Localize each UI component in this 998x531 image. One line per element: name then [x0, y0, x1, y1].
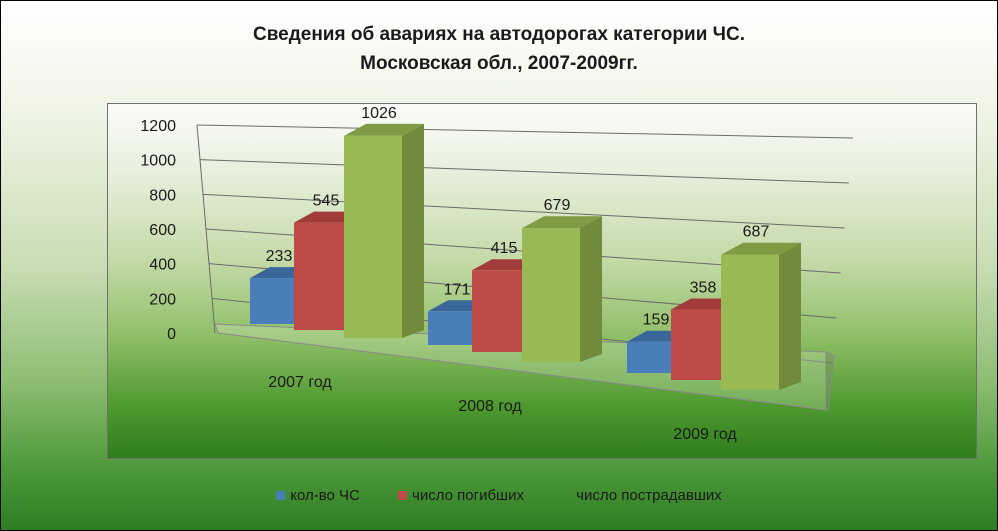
x-axis-ticks: 2007 год 2008 год 2009 год [268, 374, 737, 443]
legend-swatch [562, 491, 571, 500]
bar-1-2 [522, 216, 602, 362]
bar-front [428, 311, 474, 345]
bar-front [721, 254, 779, 390]
legend-swatch [276, 491, 286, 500]
gridline [202, 193, 845, 229]
chart-title: Сведения об авариях на автодорогах катег… [0, 20, 998, 78]
data-label: 171 [444, 281, 471, 298]
y-tick-label: 200 [149, 291, 176, 308]
data-label: 159 [643, 312, 670, 329]
legend-label: кол-во ЧС [290, 487, 360, 504]
y-tick-label: 600 [149, 222, 176, 239]
bar-top [344, 123, 424, 136]
legend-item-chislo-postradavshih: число пострадавших [562, 487, 722, 504]
chart-title-line-1: Сведения об авариях на автодорогах катег… [252, 24, 745, 45]
data-label: 545 [313, 193, 340, 210]
gridline [199, 159, 849, 184]
legend: кол-во ЧС число погибших число пострадав… [0, 487, 998, 504]
data-label: 1026 [361, 105, 397, 122]
x-tick-label: 2009 год [673, 426, 737, 443]
bar-top [721, 242, 801, 255]
bars [250, 123, 801, 390]
bar-front [344, 135, 402, 338]
y-tick-label: 800 [149, 187, 176, 204]
legend-item-chislo-pogibshih: число погибших [398, 487, 524, 504]
x-tick-label: 2007 год [268, 374, 332, 391]
data-label: 687 [743, 224, 770, 241]
bar-side [779, 242, 801, 390]
data-label: 358 [690, 279, 717, 296]
legend-label: число пострадавших [576, 487, 722, 504]
bar-0-2 [344, 123, 424, 339]
bar-front [671, 309, 723, 380]
legend-item-kol-vo-chs: кол-во ЧС [276, 487, 360, 504]
y-tick-label: 0 [167, 326, 176, 343]
data-label: 679 [544, 197, 571, 214]
bar-front [250, 278, 296, 324]
x-tick-label: 2008 год [458, 398, 522, 415]
y-tick-label: 1200 [140, 118, 176, 135]
bar-front [294, 222, 346, 330]
bar-front [522, 228, 580, 362]
data-labels: 233 545 1026 171 415 679 159 358 687 [266, 105, 770, 329]
bar-front [472, 270, 524, 352]
bar-front [627, 341, 673, 373]
y-tick-label: 400 [149, 257, 176, 274]
bar-2-2 [721, 242, 801, 390]
data-label: 233 [266, 248, 293, 265]
legend-swatch [398, 491, 408, 500]
y-tick-label: 1000 [140, 153, 176, 170]
legend-label: число погибших [412, 487, 524, 504]
chart-title-line-2: Московская обл., 2007-2009гг. [360, 53, 638, 74]
bar-side [402, 123, 424, 339]
data-label: 415 [491, 240, 518, 257]
bar-top [522, 216, 602, 229]
y-axis-line [196, 124, 216, 334]
bar-side [580, 216, 602, 362]
gridline [196, 124, 854, 139]
floor-side [825, 351, 835, 411]
y-axis-ticks: 0 200 400 600 800 1000 1200 [140, 118, 176, 343]
